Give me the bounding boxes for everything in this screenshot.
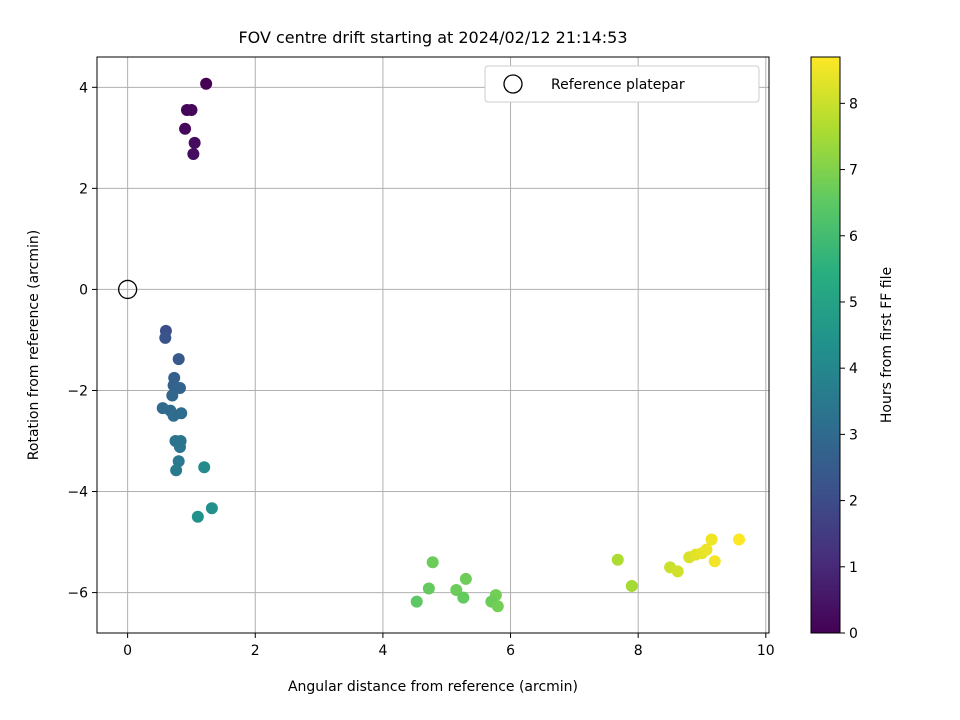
colorbar-tick-label: 6 <box>849 229 858 245</box>
x-tick-label: 6 <box>506 643 515 659</box>
colorbar: 0 1 2 3 4 5 6 7 8 Hours from first FF file <box>810 56 895 642</box>
y-tick-label: −6 <box>67 586 88 602</box>
legend-box <box>484 65 760 103</box>
data-point <box>733 533 746 546</box>
colorbar-tick-label: 1 <box>849 560 858 576</box>
y-axis-label: Rotation from reference (arcmin) <box>26 230 42 460</box>
data-point <box>491 600 504 613</box>
data-point <box>188 136 201 149</box>
data-point <box>205 502 218 515</box>
data-point <box>422 582 435 595</box>
legend-marker <box>503 74 523 94</box>
x-tick-label: 2 <box>251 643 260 659</box>
data-point <box>172 353 185 366</box>
data-point <box>185 104 198 117</box>
colorbar-ticks: 0 1 2 3 4 5 6 7 8 <box>840 96 858 642</box>
data-point <box>671 565 684 578</box>
y-tick-label: −2 <box>67 383 88 399</box>
plot-frame <box>96 56 770 634</box>
colorbar-gradient <box>810 56 841 634</box>
data-point <box>200 77 213 90</box>
plot-background <box>97 57 769 633</box>
plot-area: 0 2 4 6 8 10 −6 −4 −2 0 2 4 <box>67 56 775 659</box>
y-tick-label: −4 <box>67 485 88 501</box>
data-point <box>457 591 470 604</box>
y-axis-ticks: −6 −4 −2 0 2 4 <box>67 80 97 602</box>
colorbar-tick-label: 8 <box>849 96 858 112</box>
legend-label: Reference platepar <box>551 77 685 93</box>
data-point <box>198 461 211 474</box>
data-point <box>459 572 472 585</box>
y-tick-label: 4 <box>79 80 88 96</box>
x-axis-ticks: 0 2 4 6 8 10 <box>123 633 775 659</box>
data-point <box>410 595 423 608</box>
x-tick-label: 8 <box>634 643 643 659</box>
x-tick-label: 0 <box>123 643 132 659</box>
data-point <box>611 553 624 566</box>
colorbar-tick-label: 4 <box>849 361 858 377</box>
x-axis-label: Angular distance from reference (arcmin) <box>288 679 578 695</box>
y-tick-label: 0 <box>79 282 88 298</box>
data-point <box>191 510 204 523</box>
reference-platepar-marker <box>117 279 138 300</box>
chart-title: FOV centre drift starting at 2024/02/12 … <box>238 28 627 47</box>
data-point <box>159 331 172 344</box>
colorbar-tick-label: 7 <box>849 163 858 179</box>
grid <box>97 57 769 633</box>
data-point <box>450 584 463 597</box>
colorbar-label: Hours from first FF file <box>879 267 895 423</box>
colorbar-tick-label: 5 <box>849 295 858 311</box>
colorbar-tick-label: 0 <box>849 626 858 642</box>
data-point <box>426 556 439 569</box>
data-points <box>156 77 746 613</box>
data-point <box>166 389 179 402</box>
y-tick-label: 2 <box>79 181 88 197</box>
data-point <box>700 543 713 556</box>
x-tick-label: 4 <box>378 643 387 659</box>
data-point <box>187 148 200 161</box>
colorbar-tick-label: 3 <box>849 427 858 443</box>
data-point <box>705 533 718 546</box>
data-point <box>172 455 185 468</box>
data-point <box>173 381 186 394</box>
data-point <box>175 407 188 420</box>
data-point <box>173 441 186 454</box>
data-point <box>625 580 638 593</box>
legend: Reference platepar <box>484 65 760 103</box>
data-point <box>708 555 721 568</box>
data-point <box>170 464 183 477</box>
colorbar-tick-label: 2 <box>849 494 858 510</box>
x-tick-label: 10 <box>757 643 775 659</box>
data-point <box>179 122 192 135</box>
